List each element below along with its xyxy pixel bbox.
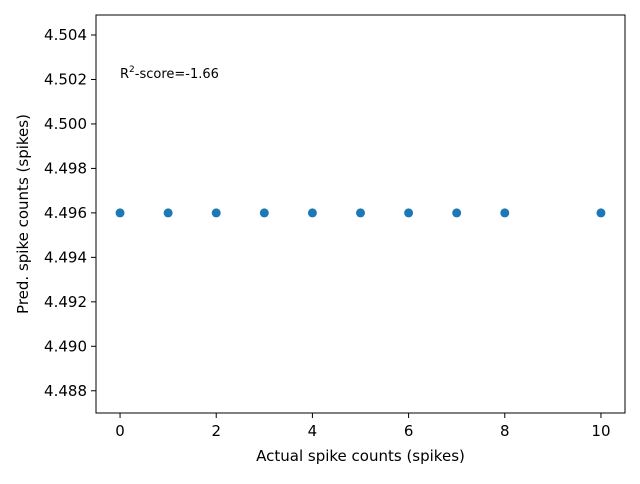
- y-axis-ticks: 4.488 4.490 4.492 4.494 4.496 4.498 4.500 4.502…: [44, 26, 96, 400]
- r2-superscript: 2: [129, 65, 135, 75]
- r2-suffix: -score=-1.66: [135, 67, 219, 82]
- data-point: [356, 208, 365, 218]
- x-tick-label: 2: [211, 422, 221, 440]
- x-tick-label: 0: [115, 422, 125, 440]
- y-tick-label: 4.500: [44, 115, 87, 133]
- data-point: [115, 208, 125, 218]
- x-tick-label: 4: [308, 422, 318, 440]
- x-axis-label: Actual spike counts (spikes): [256, 447, 465, 465]
- x-axis-ticks: 0 2 4 6 8 10: [115, 413, 611, 440]
- y-tick-label: 4.498: [44, 159, 87, 177]
- y-axis-label: Pred. spike counts (spikes): [14, 114, 32, 314]
- y-tick-label: 4.504: [44, 26, 87, 44]
- data-point: [211, 208, 221, 218]
- data-point: [596, 208, 606, 218]
- y-tick-label: 4.494: [44, 248, 87, 266]
- plot-frame: [95, 14, 626, 414]
- data-point: [500, 208, 510, 218]
- data-point: [307, 208, 317, 218]
- points-layer: [115, 208, 606, 218]
- r2-prefix: R: [120, 67, 129, 82]
- y-tick-label: 4.502: [44, 70, 87, 88]
- x-tick-label: 8: [500, 422, 510, 440]
- y-tick-label: 4.490: [44, 337, 87, 355]
- data-point: [163, 208, 173, 218]
- data-point: [404, 208, 414, 218]
- y-tick-label: 4.488: [44, 382, 87, 400]
- y-tick-label: 4.492: [44, 293, 87, 311]
- r2-score-annotation: R2-score=-1.66: [120, 65, 219, 82]
- data-point: [452, 208, 462, 218]
- y-tick-label: 4.496: [44, 204, 87, 222]
- data-point: [259, 208, 269, 218]
- x-tick-label: 10: [591, 422, 610, 440]
- x-tick-label: 6: [404, 422, 414, 440]
